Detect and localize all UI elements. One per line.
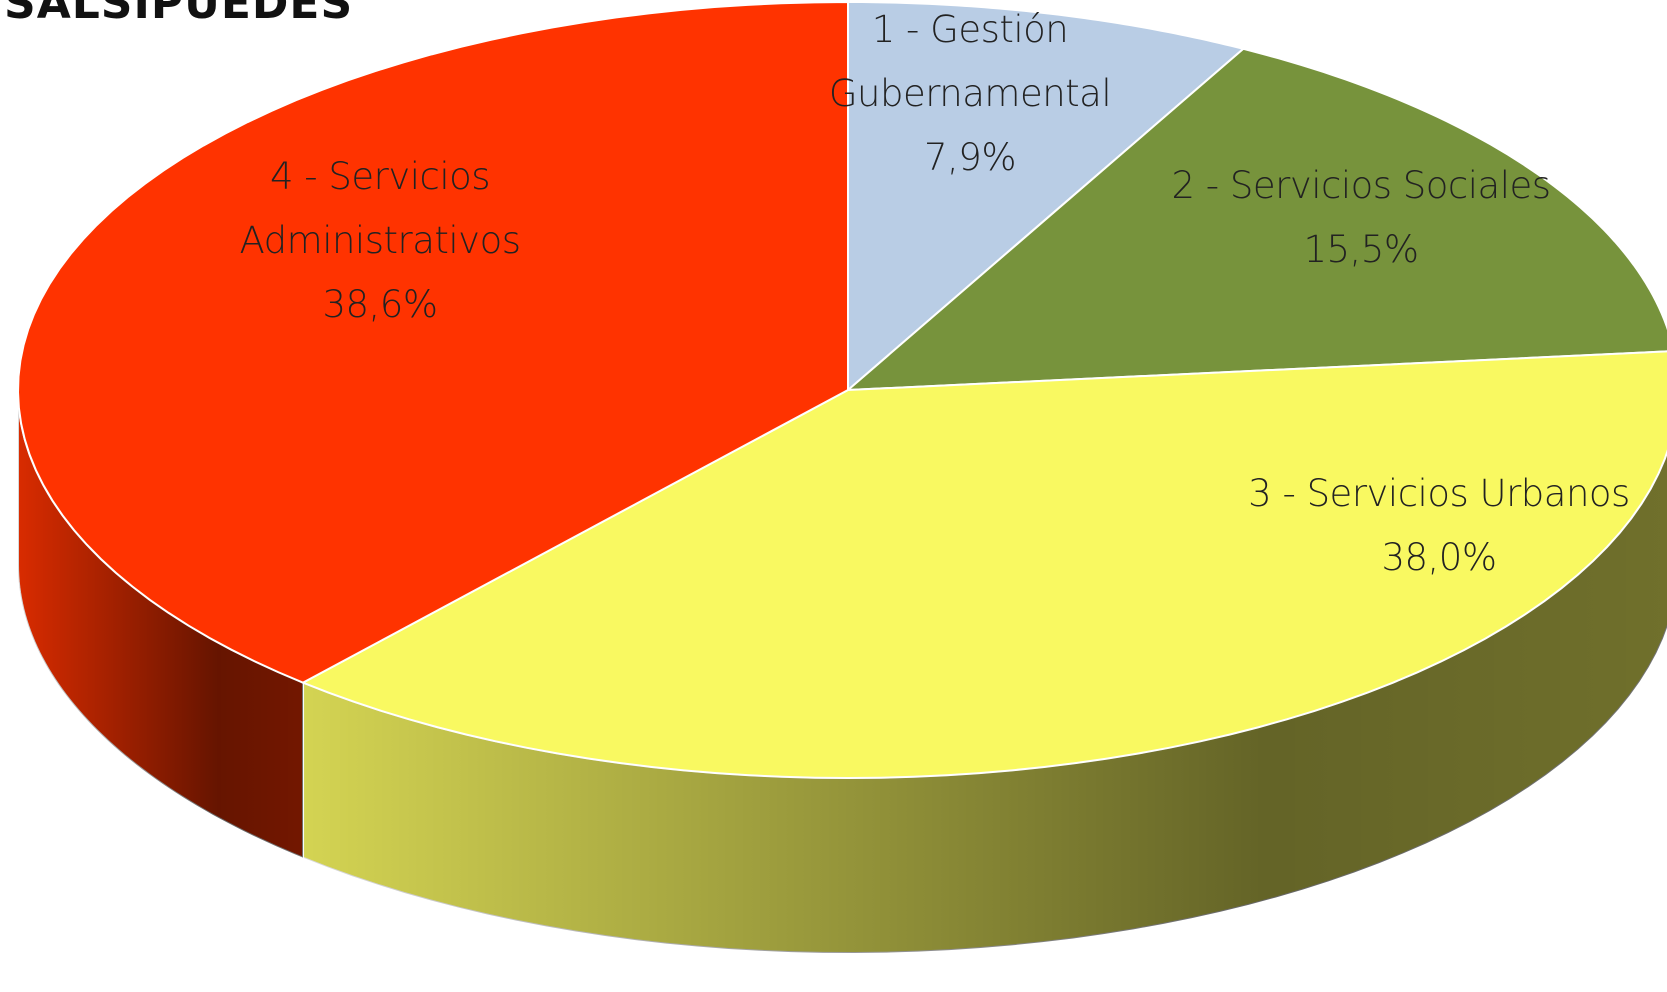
- data-label: 4 - Servicios Administrativos 38,6%: [210, 145, 550, 337]
- logo: SALSIPUEDES: [4, 0, 354, 29]
- value-label: 15,5%: [1303, 228, 1419, 271]
- data-label: 1 - Gestión Gubernamental 7,9%: [810, 0, 1130, 190]
- slice-side-shade: [303, 452, 1667, 953]
- slice-side-shade: [18, 390, 304, 858]
- slice: [17, 0, 849, 684]
- data-label: 3 - Servicios Urbanos 38,0%: [1209, 462, 1667, 590]
- category-label: 3 - Servicios Urbanos: [1248, 472, 1630, 515]
- category-label: 4 - Servicios Administrativos: [239, 155, 521, 262]
- value-label: 38,6%: [322, 283, 438, 326]
- slice: [847, 0, 1246, 393]
- category-label: 1 - Gestión Gubernamental: [828, 8, 1112, 115]
- value-label: 7,9%: [924, 136, 1017, 179]
- value-label: 38,0%: [1381, 536, 1497, 579]
- data-label: 2 - Servicios Sociales 15,5%: [1131, 154, 1591, 282]
- slice: [845, 47, 1667, 392]
- category-label: 2 - Servicios Sociales: [1171, 164, 1551, 207]
- slice: [300, 350, 1667, 780]
